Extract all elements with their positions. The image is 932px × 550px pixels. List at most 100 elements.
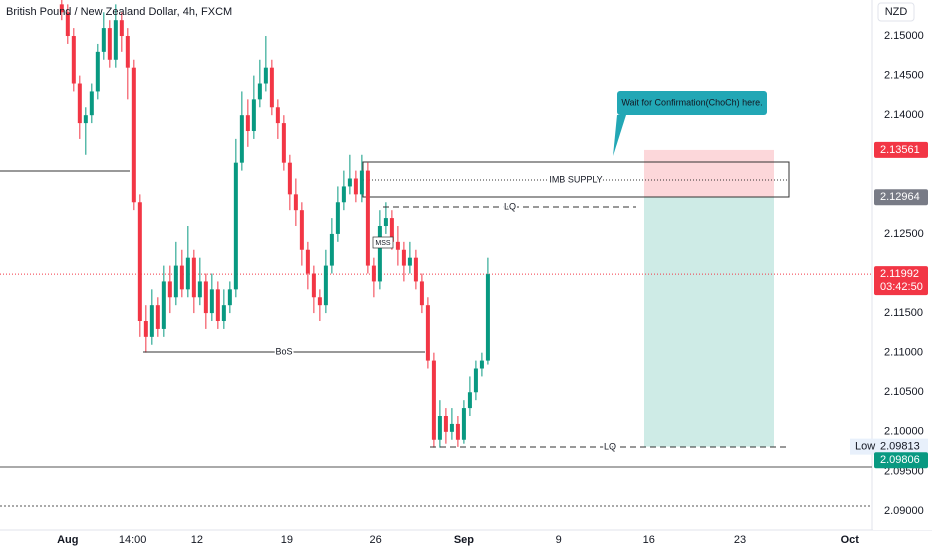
candle-body (389, 218, 394, 242)
y-tick-label: 2.10500 (884, 386, 924, 398)
candle-body (395, 241, 400, 250)
candle-body (131, 67, 136, 203)
candle-body (89, 91, 94, 116)
candle-body (431, 360, 436, 440)
candle-body (329, 233, 334, 266)
candle-body (437, 416, 442, 440)
candle-body (95, 51, 100, 92)
candle-body (155, 305, 160, 329)
candle-body (59, 4, 64, 13)
candle-body (371, 265, 376, 282)
lq-label: LQ (604, 441, 616, 451)
price-tag (874, 266, 928, 296)
candle-body (245, 115, 250, 132)
candle-body (113, 20, 118, 60)
candle-body (77, 83, 82, 124)
candle-body (191, 257, 196, 298)
price-tag-text: 2.09806 (880, 454, 920, 466)
candle-body (449, 423, 454, 432)
price-tag-text: 2.11992 (880, 268, 919, 280)
price-tag-text: 2.12964 (880, 191, 920, 203)
y-tick-label: 2.11500 (884, 307, 923, 319)
candle-body (83, 115, 88, 124)
callout-text: Wait for Confirmation(ChoCh) here. (621, 97, 762, 107)
candle-body (221, 305, 226, 322)
y-tick-label: 2.15000 (884, 30, 924, 42)
x-tick-label: 23 (734, 534, 746, 546)
low-price: 2.09813 (880, 441, 920, 453)
candle-body (71, 36, 76, 84)
drawings: BoS LQ LQ Wait for Confirmation(ChoCh) h… (0, 91, 872, 507)
candle-body (263, 67, 268, 84)
candle-body (287, 162, 292, 195)
currency: NZD (885, 6, 908, 18)
low-tag (850, 438, 928, 455)
candle-body (353, 178, 358, 195)
candle-body (401, 249, 406, 266)
target-zone (644, 197, 774, 447)
candle-body (305, 249, 310, 274)
candle-body (173, 265, 178, 298)
mss-box (372, 236, 394, 249)
low-label: Low (855, 441, 875, 453)
countdown: 03:42:50 (880, 281, 923, 293)
price-tag (874, 141, 928, 158)
mss-label: MSS (375, 240, 391, 247)
x-tick-label: Sep (454, 534, 474, 546)
y-tick-label: 2.11000 (884, 347, 923, 359)
candle-body (347, 178, 352, 187)
candle-body (323, 265, 328, 306)
candle-body (167, 281, 172, 298)
candle-body (209, 289, 214, 314)
y-tick-label: 2.09500 (884, 465, 924, 477)
candle-body (143, 321, 148, 337)
candle-body (299, 210, 304, 250)
candle-body (179, 265, 184, 290)
x-tick-label: 14:00 (119, 534, 147, 546)
candle-body (137, 202, 142, 322)
candle-body (311, 273, 316, 298)
x-tick-label: Aug (57, 534, 78, 546)
candle-body (485, 274, 490, 361)
price-tag-text: 2.13561 (880, 144, 920, 156)
candle-body (461, 408, 466, 440)
callout-tail (613, 115, 626, 156)
candles (59, 0, 490, 448)
candle-body (197, 281, 202, 298)
candle-body (359, 170, 364, 195)
candle-body (293, 194, 298, 211)
x-tick-label: 12 (191, 534, 203, 546)
candle-body (257, 83, 262, 100)
candle-body (233, 162, 238, 290)
candle-body (227, 289, 232, 306)
candle-body (455, 423, 460, 440)
candle-body (125, 36, 130, 68)
candle-body (65, 12, 70, 37)
y-tick-label: 2.12500 (884, 228, 924, 240)
chart-title: British Pound / New Zealand Dollar, 4h, … (6, 6, 232, 18)
candle-body (281, 123, 286, 163)
candle-body (239, 115, 244, 163)
candle-body (377, 226, 382, 282)
candle-body (149, 305, 154, 337)
candle-body (101, 28, 106, 52)
y-tick-label: 2.14500 (884, 70, 924, 82)
candle-body (161, 281, 166, 329)
candle-body (317, 297, 322, 306)
stop-zone (644, 149, 774, 198)
bos-label: BoS (275, 346, 292, 356)
candle-body (251, 99, 256, 132)
x-tick-label: 9 (556, 534, 562, 546)
candle-body (383, 218, 388, 227)
price-tag (874, 189, 928, 206)
candle-body (203, 281, 208, 314)
candle-body (341, 186, 346, 203)
candle-body (413, 257, 418, 282)
lq-label: LQ (504, 201, 516, 211)
candle-body (335, 202, 340, 234)
x-tick-label: 19 (281, 534, 293, 546)
callout-box (617, 91, 767, 115)
imb-label: IMB SUPPLY (549, 174, 602, 184)
price-tag (874, 452, 928, 469)
